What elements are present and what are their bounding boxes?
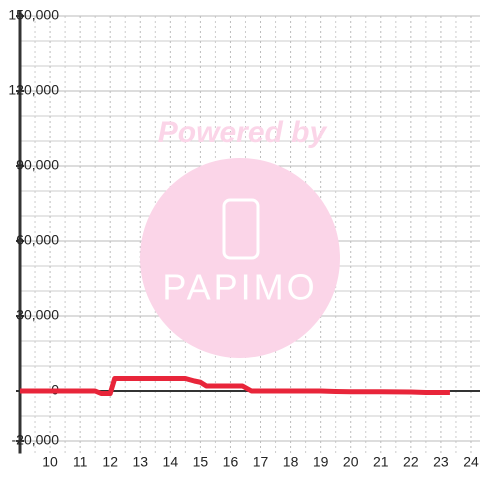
x-tick-label: 12: [102, 454, 118, 470]
watermark-logo: PAPIMO: [162, 267, 317, 308]
x-tick-label: 17: [253, 454, 269, 470]
y-tick-label: 90,000: [16, 157, 59, 173]
y-tick-label: -20,000: [12, 432, 60, 448]
x-tick-label: 13: [132, 454, 148, 470]
x-tick-label: 20: [343, 454, 359, 470]
x-tick-label: 21: [373, 454, 389, 470]
x-tick-label: 24: [463, 454, 479, 470]
data-line: [20, 376, 450, 396]
y-tick-label: 60,000: [16, 232, 59, 248]
x-tick-label: 18: [283, 454, 299, 470]
x-tick-label: 23: [433, 454, 449, 470]
x-tick-label: 11: [73, 454, 88, 470]
watermark-text: Powered by: [158, 116, 328, 149]
y-tick-label: 150,000: [8, 7, 59, 23]
y-tick-label: 120,000: [8, 82, 59, 98]
x-tick-label: 15: [193, 454, 209, 470]
y-tick-label: 30,000: [16, 307, 59, 323]
x-tick-label: 10: [42, 454, 58, 470]
x-tick-label: 22: [403, 454, 419, 470]
watermark-icon: [222, 198, 260, 260]
x-tick-label: 19: [313, 454, 329, 470]
x-tick-label: 14: [163, 454, 179, 470]
x-tick-label: 16: [223, 454, 239, 470]
